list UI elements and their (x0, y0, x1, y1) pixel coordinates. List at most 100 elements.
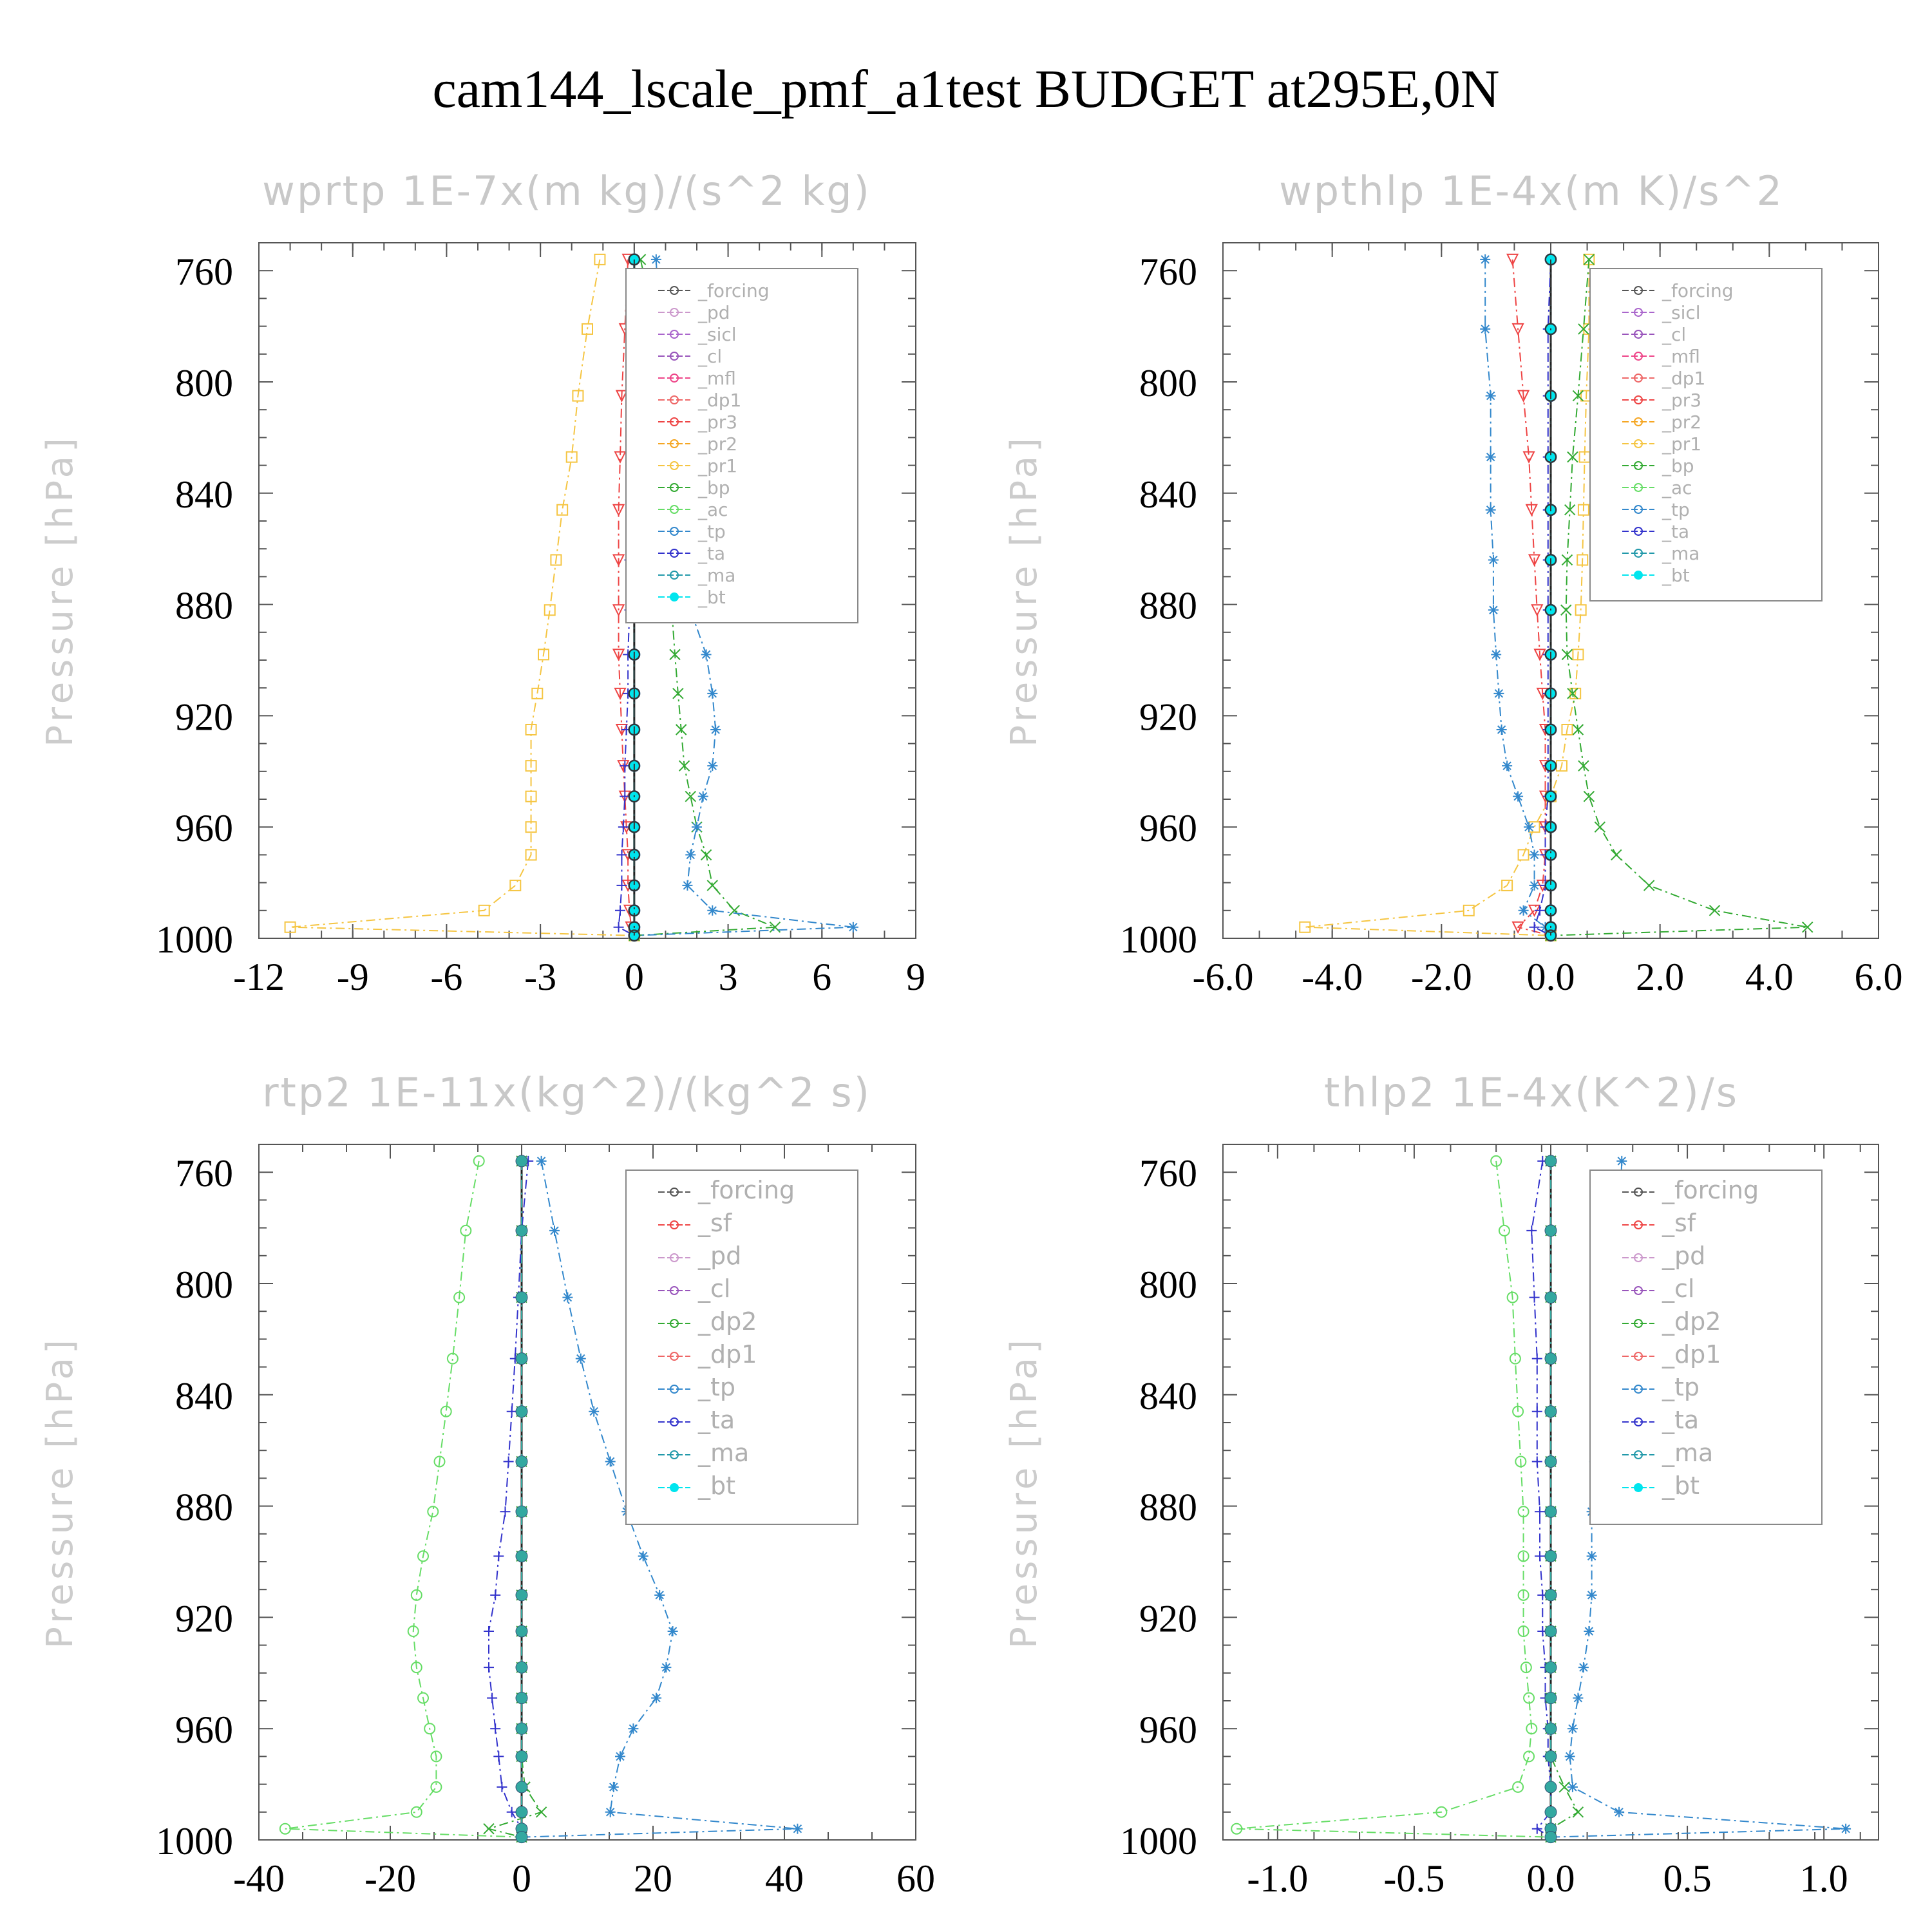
data-point (1517, 1506, 1530, 1518)
data-point (515, 1291, 528, 1304)
series-ta (1529, 254, 1556, 941)
data-point (676, 724, 687, 735)
legend-marker (670, 1385, 679, 1394)
legend-item: _forcing (1662, 1176, 1759, 1204)
data-point (628, 849, 640, 861)
data-point (1575, 604, 1587, 616)
data-point (1490, 1155, 1502, 1167)
data-point (1517, 390, 1530, 402)
legend-marker (1634, 1385, 1643, 1394)
legend-marker (670, 1319, 679, 1328)
legend-item: _forcing (697, 1176, 795, 1204)
y-tick-label: 880 (1139, 585, 1197, 627)
data-point (544, 604, 556, 616)
data-point (612, 504, 625, 516)
data-point (1545, 649, 1557, 661)
series-line (1533, 259, 1551, 936)
series-forcing (1545, 253, 1557, 942)
legend-marker (670, 1253, 679, 1262)
data-point (1485, 390, 1496, 401)
legend-box (1589, 1170, 1823, 1525)
data-point (549, 1225, 560, 1236)
data-point (500, 1506, 511, 1517)
data-point (697, 791, 708, 802)
data-point (1529, 880, 1540, 891)
legend-item: _dp2 (697, 1307, 757, 1336)
data-point (1488, 554, 1499, 565)
y-tick-label: 960 (175, 807, 233, 849)
x-tick-label: 6.0 (1855, 956, 1903, 998)
data-point (628, 929, 640, 942)
data-point (410, 1589, 422, 1601)
legend-marker (1634, 549, 1643, 558)
data-point (515, 1455, 528, 1468)
series-line (486, 1160, 543, 1838)
data-point (1501, 879, 1513, 891)
legend-marker (670, 505, 679, 514)
data-point (1491, 649, 1502, 660)
series-line (1531, 1160, 1551, 1838)
legend-item: _pr3 (1662, 390, 1701, 411)
legend-item: _pr2 (1662, 412, 1701, 433)
legend-marker (670, 592, 679, 601)
legend-marker (670, 549, 679, 558)
y-tick-label: 760 (1139, 251, 1197, 293)
data-point (483, 1823, 495, 1835)
legend-item: _bt (1662, 1472, 1700, 1500)
series-line (1305, 259, 1590, 936)
data-point (1515, 1455, 1527, 1468)
data-point (1517, 1589, 1530, 1601)
data-point (1517, 1625, 1530, 1637)
data-point (1531, 1406, 1542, 1417)
legend-marker (670, 1450, 679, 1459)
data-point (678, 760, 690, 772)
data-point (616, 880, 627, 891)
data-point (556, 504, 569, 516)
legend-marker (670, 1286, 679, 1295)
legend-marker (670, 374, 679, 383)
data-point (1567, 1781, 1578, 1792)
data-point (612, 604, 625, 617)
data-point (1643, 880, 1655, 891)
data-point (1502, 761, 1513, 772)
data-point (506, 1806, 517, 1817)
series-line (1236, 1160, 1551, 1838)
y-tick-label: 800 (175, 362, 233, 404)
y-tick-label: 760 (175, 1152, 233, 1195)
data-point (628, 904, 640, 916)
data-point (1506, 253, 1519, 267)
series-pr1 (1299, 253, 1595, 942)
legend-marker (670, 1188, 679, 1197)
data-point (550, 554, 562, 566)
legend-item: _pd (697, 1242, 741, 1270)
data-point (614, 451, 627, 464)
series-tp (1480, 254, 1556, 941)
data-point (638, 1551, 649, 1562)
data-point (531, 687, 544, 699)
data-point (848, 922, 858, 933)
x-tick-label: 60 (896, 1857, 935, 1900)
series-line (1484, 259, 1551, 936)
data-point (1509, 1352, 1521, 1365)
data-point (1545, 451, 1557, 463)
data-point (279, 1823, 291, 1835)
data-point (515, 1549, 528, 1562)
x-tick-label: -2.0 (1411, 956, 1472, 998)
legend-item: _sf (1662, 1209, 1697, 1237)
data-point (1545, 879, 1557, 891)
data-point (572, 390, 584, 402)
data-point (490, 1723, 501, 1734)
legend-item: _cl (697, 1274, 730, 1303)
legend-item: _bp (697, 477, 730, 498)
data-point (515, 1505, 528, 1518)
legend-item: _ma (1662, 1439, 1713, 1467)
legend-item: _bp (1662, 455, 1694, 477)
data-point (1498, 1224, 1510, 1236)
data-point (628, 724, 640, 735)
data-point (1544, 1224, 1557, 1237)
legend-item: _dp1 (1662, 368, 1705, 389)
data-point (497, 1781, 507, 1792)
legend-marker (1634, 1220, 1643, 1229)
data-point (1561, 554, 1573, 566)
data-point (1506, 1291, 1519, 1303)
